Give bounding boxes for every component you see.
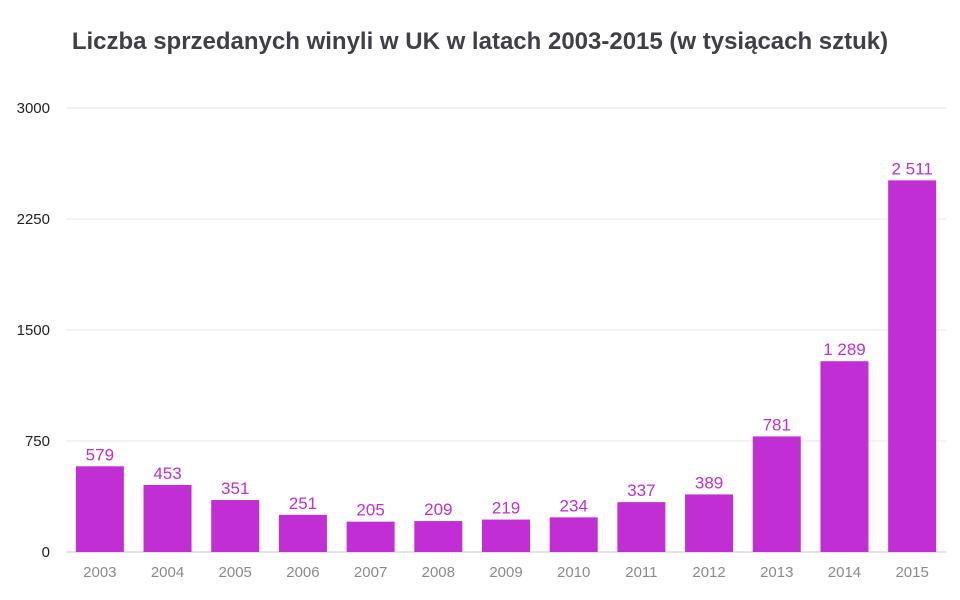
x-tick-label: 2012 (692, 564, 725, 581)
y-tick-label: 750 (25, 433, 50, 450)
bar (617, 502, 666, 552)
x-tick-label: 2011 (625, 564, 657, 581)
bar (888, 180, 937, 552)
bar (143, 484, 192, 552)
x-tick-label: 2004 (151, 564, 184, 581)
bar-value-label: 205 (356, 501, 384, 520)
bar-value-label: 579 (86, 445, 114, 464)
bar (346, 521, 395, 552)
bar (414, 521, 463, 552)
x-tick-label: 2015 (895, 564, 928, 581)
y-tick-label: 3000 (17, 100, 50, 117)
bar-value-label: 351 (221, 479, 249, 498)
bar (549, 517, 598, 552)
x-tick-label: 2003 (83, 564, 116, 581)
bar-value-label: 389 (695, 473, 723, 492)
bar-value-label: 337 (627, 481, 655, 500)
bar-value-label: 2 511 (892, 159, 933, 178)
bar (75, 466, 124, 552)
bar-value-label: 234 (560, 496, 588, 515)
bar (278, 514, 327, 552)
gridlines (66, 107, 946, 553)
y-tick-label: 0 (42, 544, 50, 561)
chart-title: Liczba sprzedanych winyli w UK w latach … (71, 28, 889, 55)
y-tick-label: 2250 (17, 211, 50, 228)
x-axis: 2003 2004 2005 2006 2007 2008 2009 2010 2011 2012… (83, 564, 929, 581)
x-tick-label: 2008 (422, 564, 455, 581)
x-tick-label: 2006 (286, 564, 319, 581)
x-tick-label: 2013 (760, 564, 793, 581)
bar-value-label: 1 289 (823, 340, 866, 359)
bar-value-label: 251 (289, 494, 317, 513)
bar-value-label: 209 (424, 500, 452, 519)
y-axis: 0 750 1500 2250 3000 (17, 100, 50, 561)
bar-value-label: 219 (492, 499, 520, 518)
bar (820, 361, 869, 552)
bar (482, 519, 530, 552)
bar (685, 494, 734, 552)
bar-value-label: 453 (153, 464, 181, 483)
x-tick-label: 2009 (489, 564, 522, 581)
x-tick-label: 2005 (219, 564, 252, 581)
value-labels: 579 453 351 251 205 209 219 234 337 389 781 1 289 2 … (86, 159, 933, 519)
bar (752, 436, 801, 552)
bar-value-label: 781 (763, 415, 791, 434)
y-tick-label: 1500 (17, 322, 50, 339)
x-tick-label: 2007 (354, 564, 387, 581)
x-tick-label: 2010 (557, 564, 590, 581)
x-tick-label: 2014 (828, 564, 861, 581)
bars (75, 180, 937, 552)
bar (211, 500, 260, 552)
